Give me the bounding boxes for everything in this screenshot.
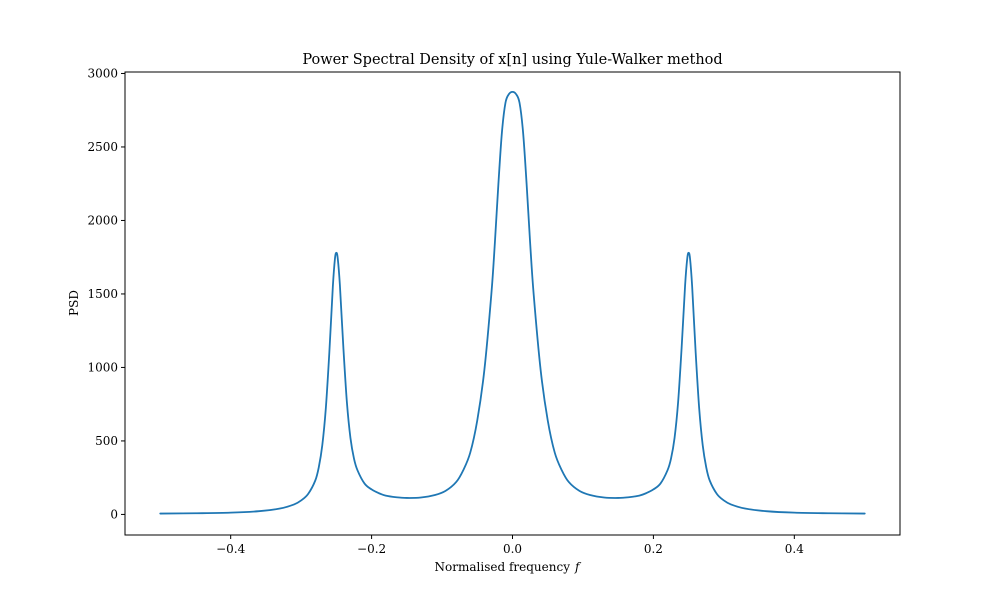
plot-area: −0.4 −0.2 0.0 0.2 0.4 0 500 1000 1500 2000 2500 30…	[87, 66, 901, 556]
x-axis-label-text: Normalised frequency	[435, 560, 571, 574]
x-axis-label: Normalised frequency f	[435, 560, 582, 574]
y-axis: 0 500 1000 1500 2000 2500 3000	[87, 66, 125, 521]
x-tick-label: 0.0	[503, 542, 522, 556]
x-axis: −0.4 −0.2 0.0 0.2 0.4	[216, 535, 804, 556]
psd-series-line	[159, 90, 866, 515]
x-tick-label: 0.4	[785, 542, 804, 556]
y-axis-label: PSD	[67, 290, 81, 316]
x-tick-label: −0.4	[216, 542, 246, 556]
y-tick-label: 500	[95, 434, 118, 448]
y-tick-label: 2000	[87, 213, 118, 227]
y-tick-label: 3000	[87, 66, 118, 80]
chart-title: Power Spectral Density of x[n] using Yul…	[302, 52, 722, 68]
y-tick-label: 1000	[87, 360, 118, 374]
y-tick-label: 2500	[87, 140, 118, 154]
x-axis-label-variable: f	[574, 560, 582, 574]
y-tick-label: 1500	[87, 287, 118, 301]
x-tick-label: −0.2	[357, 542, 386, 556]
y-tick-label: 0	[110, 507, 118, 521]
x-tick-label: 0.2	[644, 542, 663, 556]
